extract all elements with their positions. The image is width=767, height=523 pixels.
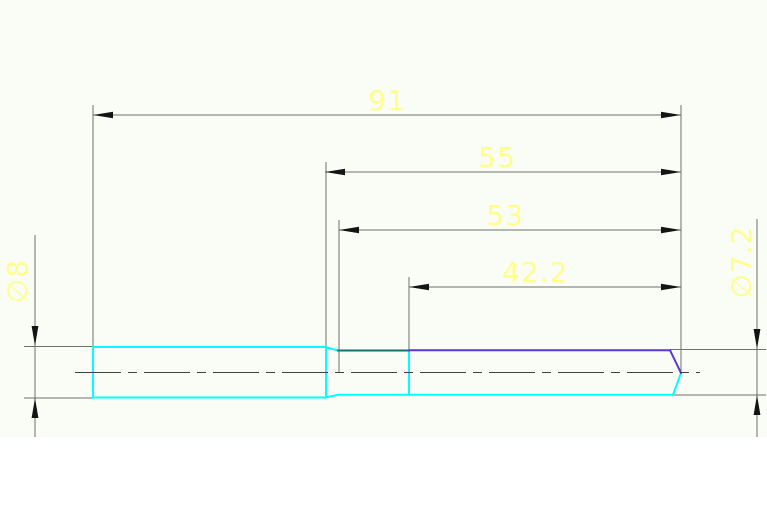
dim-label-91: 91 [368, 84, 406, 117]
arrow-dia72-up [753, 395, 761, 415]
arrow-91-left [93, 111, 113, 119]
arrow-dia8-up [31, 398, 39, 418]
shaft-tip-bottom-chamfer [672, 372, 682, 396]
dim-label-55: 55 [478, 141, 516, 174]
arrow-42-left [409, 283, 429, 291]
arrow-55-left [325, 168, 345, 176]
arrow-55-right [661, 168, 681, 176]
arrow-91-right [661, 111, 681, 119]
dim-label-42: 42.2 [502, 256, 568, 289]
dim-label-53: 53 [486, 199, 524, 232]
arrow-53-right [661, 226, 681, 234]
dimension-labels: 91 55 53 42.2 ∅8 ∅7.2 [1, 84, 758, 303]
shaft-bottom-chamfer [324, 393, 339, 399]
shaft-thread-edges [408, 349, 682, 374]
arrow-dia72-down [753, 329, 761, 349]
arrow-dia8-down [31, 326, 39, 346]
shaft-top-chamfer [324, 346, 339, 352]
shaft-tip-top-chamfer [669, 349, 682, 374]
cad-canvas [0, 0, 767, 437]
extension-lines [24, 105, 766, 399]
dim-label-dia8: ∅8 [1, 259, 34, 303]
arrow-42-right [661, 283, 681, 291]
arrow-53-left [339, 226, 359, 234]
dimension-arrowheads [31, 111, 761, 418]
dim-label-dia72: ∅7.2 [725, 226, 758, 299]
